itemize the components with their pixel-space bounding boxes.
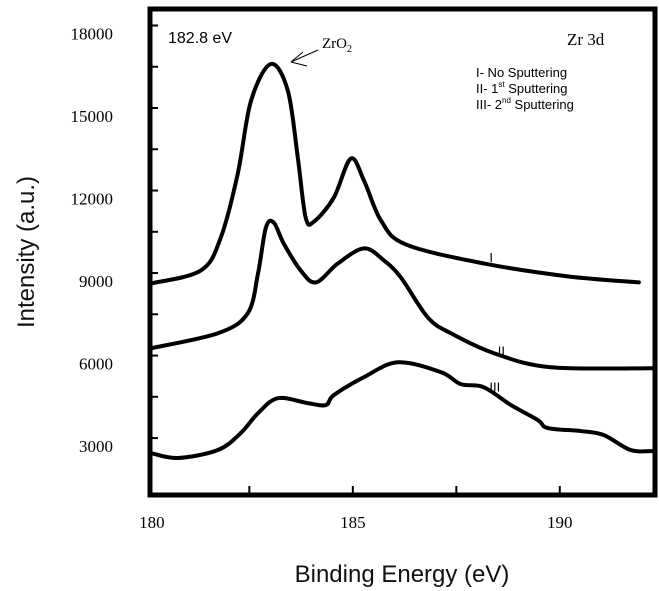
x-tick-label: 180 bbox=[139, 513, 165, 532]
legend-item: II- 1st Sputtering bbox=[476, 80, 568, 96]
y-tick-label: 18000 bbox=[71, 25, 114, 44]
x-tick-label: 190 bbox=[547, 513, 573, 532]
y-tick-label: 9000 bbox=[79, 272, 113, 291]
zro2-subscript: 2 bbox=[347, 44, 352, 55]
x-tick-label: 185 bbox=[340, 513, 366, 532]
annotation-region: Zr 3d bbox=[567, 30, 605, 49]
arrow-icon bbox=[290, 49, 319, 67]
y-tick-label: 6000 bbox=[79, 355, 113, 374]
x-axis-title: Binding Energy (eV) bbox=[295, 561, 510, 588]
axis-ticks: 180 185 190 3000 6000 9000 12000 15000 18000 bbox=[71, 24, 573, 532]
series-label: III bbox=[489, 379, 500, 394]
annotation-zro2: ZrO2 bbox=[322, 36, 352, 55]
y-axis-title: Intensity (a.u.) bbox=[13, 176, 40, 328]
legend: I- No Sputtering II- 1st Sputtering III-… bbox=[476, 65, 574, 112]
annotation-peak-energy: 182.8 eV bbox=[168, 30, 232, 47]
plot-frame bbox=[147, 6, 658, 498]
series-line-III bbox=[148, 360, 656, 461]
y-tick-label: 3000 bbox=[79, 437, 113, 456]
series-line-II bbox=[148, 218, 656, 371]
series-label: II bbox=[498, 344, 505, 359]
zro2-main: ZrO bbox=[322, 36, 347, 52]
y-tick-label: 15000 bbox=[71, 107, 114, 126]
y-tick-label: 12000 bbox=[71, 190, 114, 209]
legend-item: III- 2nd Sputtering bbox=[476, 96, 574, 112]
series-line-I bbox=[148, 62, 641, 286]
legend-item: I- No Sputtering bbox=[476, 65, 567, 80]
series-label: I bbox=[489, 250, 493, 265]
